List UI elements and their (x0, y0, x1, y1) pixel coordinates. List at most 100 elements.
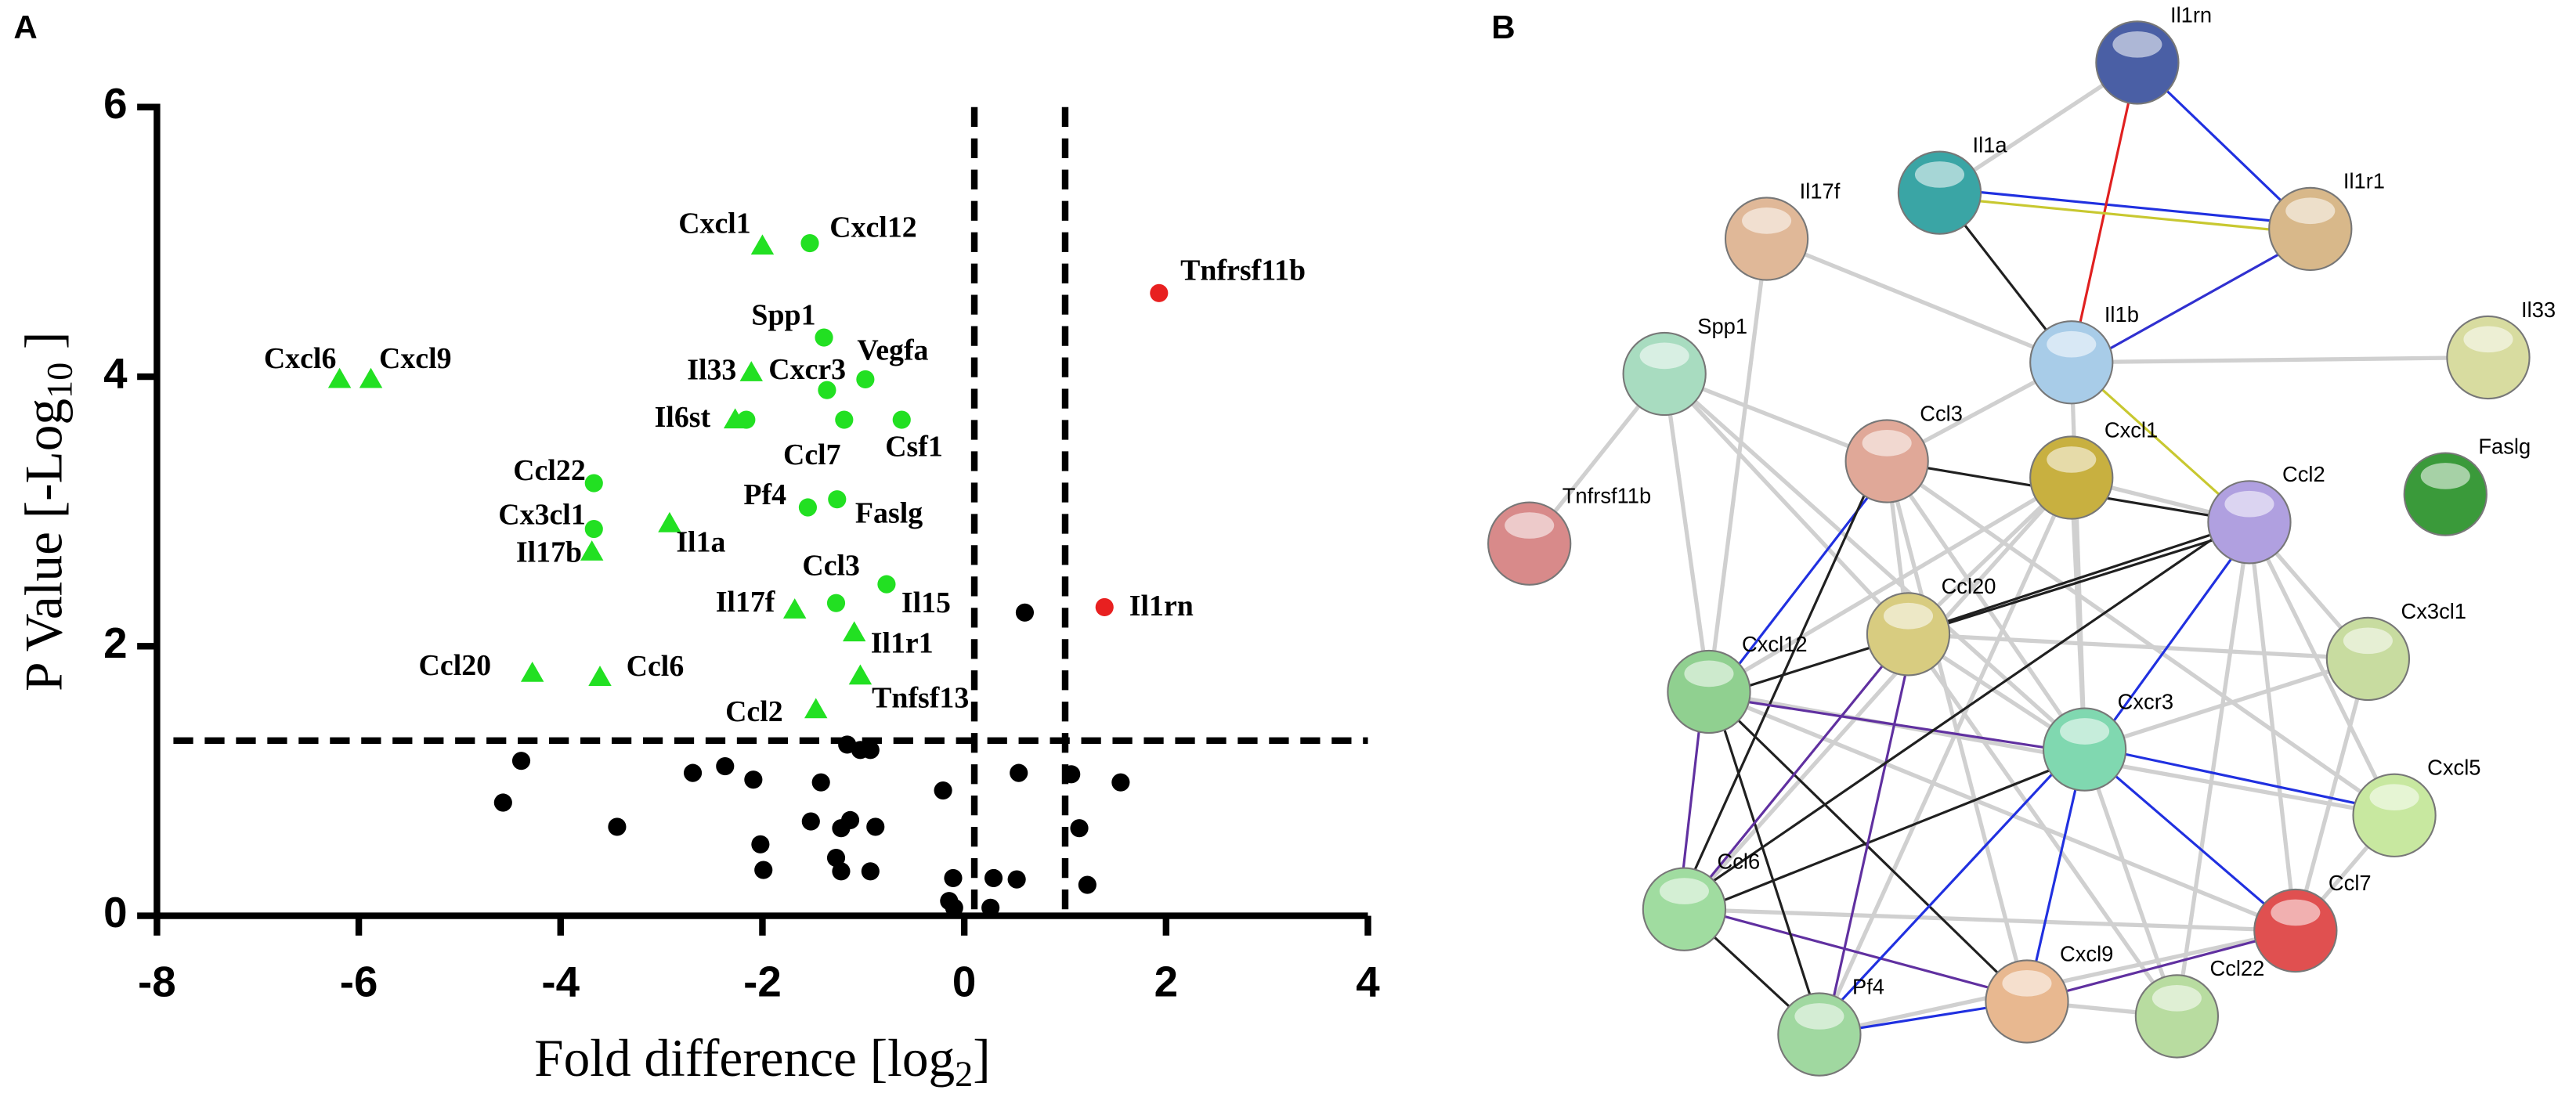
node-highlight (1742, 207, 1792, 234)
node-label: Il1a (1973, 132, 2008, 157)
point (818, 381, 836, 399)
edge (1713, 525, 2255, 698)
axis-label-end: ] (15, 332, 74, 363)
edge (2083, 749, 2179, 1017)
x-tick-label: -6 (340, 957, 378, 1005)
edge (1678, 903, 2023, 998)
point (811, 773, 830, 792)
edge (2025, 749, 2086, 1002)
node-highlight (2224, 490, 2274, 518)
edge (1944, 196, 2316, 236)
edge (2088, 526, 2256, 756)
edge (1885, 459, 2396, 817)
edge (1678, 516, 2245, 906)
node-label: Spp1 (1697, 314, 1747, 338)
edge (1689, 752, 2090, 915)
point-label: Cxcl12 (829, 211, 916, 244)
point (1015, 603, 1035, 622)
point (739, 361, 764, 381)
point-label: Csf1 (885, 431, 943, 464)
edge (2076, 233, 2316, 369)
node-highlight (1794, 1003, 1844, 1030)
node-label: Il1b (2105, 302, 2139, 327)
edge (1906, 633, 2179, 1018)
point (856, 370, 875, 389)
point (892, 410, 911, 429)
x-tick-label: 2 (1154, 957, 1178, 1005)
node-highlight (2420, 463, 2470, 489)
point (683, 763, 703, 782)
point (493, 793, 512, 812)
point-label: Cxcl1 (678, 207, 751, 240)
point (798, 498, 818, 517)
node-highlight (1659, 878, 1709, 904)
edge (2083, 656, 2369, 752)
point (1007, 870, 1026, 889)
point-label: Ccl20 (419, 649, 492, 682)
point-label: Ccl3 (802, 550, 860, 583)
axis-label-sub: 2 (955, 1054, 973, 1094)
point (944, 868, 963, 887)
node-label: Ccl22 (2209, 956, 2264, 980)
panel-label: A (13, 9, 37, 45)
edge (1817, 476, 2074, 1036)
point-label: Pf4 (743, 478, 786, 511)
edge (1707, 475, 2073, 694)
point-label: Tnfrsf11b (1180, 254, 1306, 287)
node-label: Cx3cl1 (2401, 599, 2466, 623)
edge (2247, 521, 2298, 931)
point (588, 666, 612, 686)
node-label: Ccl3 (1920, 401, 1963, 425)
node-highlight (1914, 161, 1965, 188)
edge (2247, 521, 2397, 817)
point-label: Cx3cl1 (498, 499, 585, 532)
node-highlight (1639, 342, 1689, 370)
point (580, 540, 604, 561)
point (826, 594, 846, 612)
point (658, 511, 681, 532)
edge (1823, 638, 1915, 1040)
point-label: Il17f (716, 586, 775, 619)
point (835, 410, 854, 429)
node-highlight (2463, 326, 2513, 353)
point-label: Cxcl9 (379, 342, 452, 375)
edge (2083, 748, 2296, 932)
edge (1884, 460, 2086, 751)
edge (2071, 355, 2489, 365)
point (584, 519, 603, 539)
point (866, 817, 885, 836)
point (801, 812, 820, 831)
axis-label-end: ] (973, 1029, 990, 1088)
edge (1908, 632, 2368, 662)
point (511, 752, 531, 770)
node-highlight (2112, 31, 2162, 58)
point-label: Cxcr3 (768, 353, 846, 386)
point (327, 367, 352, 388)
network: Il1rn Il1a Il1r1 Il17f Il1b Il33 Spp1 Ccl3 Cxcl1… (1487, 2, 2556, 1077)
point-label: Il1a (676, 526, 725, 559)
node-label: Ccl6 (1717, 850, 1760, 874)
node-highlight (1684, 660, 1734, 687)
point (737, 410, 756, 429)
node-highlight (2285, 197, 2336, 225)
point-label: Ccl6 (627, 650, 685, 683)
axis-label: P Value [-Log10 ] (15, 332, 80, 691)
point (359, 367, 383, 388)
edge (1935, 186, 2306, 226)
node-label: Faslg (2478, 434, 2531, 458)
node-highlight (2369, 784, 2419, 810)
x-tick-label: 0 (952, 957, 976, 1005)
node-label: Pf4 (1852, 974, 1884, 998)
point (815, 328, 833, 347)
edge (1663, 372, 1910, 636)
node-label: Ccl2 (2282, 462, 2325, 486)
edge (2174, 521, 2252, 1017)
point-label: Il15 (901, 586, 951, 619)
point (877, 575, 896, 594)
edge (1884, 460, 2029, 1002)
edge (1713, 465, 1893, 698)
point (840, 810, 860, 829)
point (828, 490, 847, 509)
